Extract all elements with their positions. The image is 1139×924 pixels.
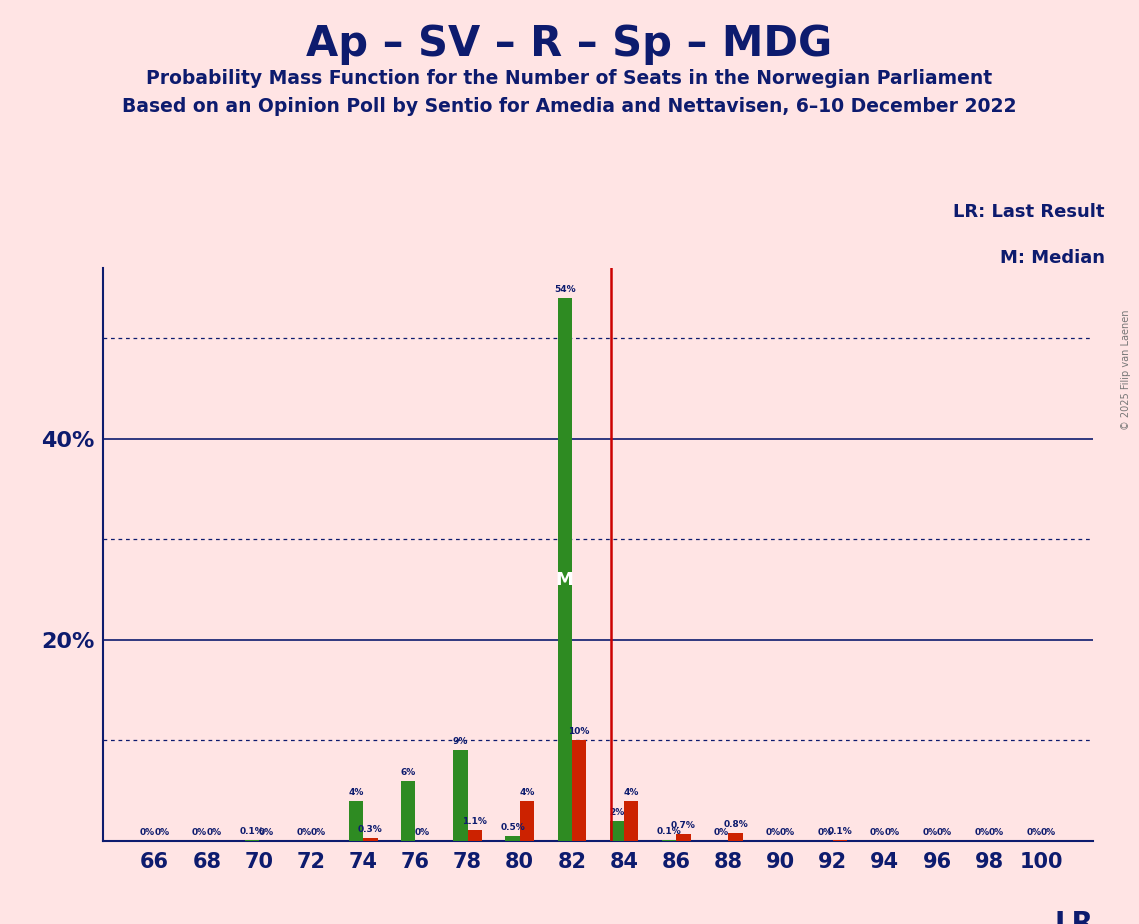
Text: 4%: 4% (349, 787, 363, 796)
Text: 54%: 54% (554, 286, 575, 294)
Bar (349, 800, 363, 841)
Text: 9%: 9% (452, 737, 468, 747)
Bar (624, 800, 638, 841)
Text: 4%: 4% (623, 787, 639, 796)
Bar (572, 740, 587, 841)
Text: 0.5%: 0.5% (500, 822, 525, 832)
Text: Based on an Opinion Poll by Sentio for Amedia and Nettavisen, 6–10 December 2022: Based on an Opinion Poll by Sentio for A… (122, 97, 1017, 116)
Text: Ap – SV – R – Sp – MDG: Ap – SV – R – Sp – MDG (306, 23, 833, 65)
Text: 0%: 0% (989, 828, 1003, 837)
Bar (506, 836, 519, 841)
Text: 0%: 0% (259, 828, 273, 837)
Bar (728, 833, 743, 841)
Bar (401, 781, 416, 841)
Text: 0%: 0% (765, 828, 781, 837)
Text: 0.1%: 0.1% (657, 827, 681, 836)
Text: 0%: 0% (311, 828, 326, 837)
Text: 0.8%: 0.8% (723, 820, 748, 829)
Text: 0%: 0% (884, 828, 900, 837)
Text: 0%: 0% (415, 828, 431, 837)
Text: 0.1%: 0.1% (827, 827, 852, 836)
Text: 1.1%: 1.1% (462, 817, 487, 826)
Bar (245, 840, 259, 841)
Bar (519, 800, 534, 841)
Text: © 2025 Filip van Laenen: © 2025 Filip van Laenen (1121, 310, 1131, 430)
Text: 2%: 2% (609, 808, 624, 817)
Text: Probability Mass Function for the Number of Seats in the Norwegian Parliament: Probability Mass Function for the Number… (147, 69, 992, 89)
Text: 4%: 4% (519, 787, 534, 796)
Bar (677, 833, 690, 841)
Text: 0%: 0% (206, 828, 222, 837)
Text: 0%: 0% (1041, 828, 1056, 837)
Text: LR: Last Result: LR: Last Result (953, 203, 1105, 221)
Bar (468, 830, 482, 841)
Text: M: Median: M: Median (1000, 249, 1105, 267)
Text: 0%: 0% (154, 828, 170, 837)
Text: 6%: 6% (401, 768, 416, 776)
Text: 0%: 0% (974, 828, 990, 837)
Text: 10%: 10% (568, 727, 590, 736)
Bar (363, 838, 378, 841)
Text: 0%: 0% (818, 828, 833, 837)
Text: 0.3%: 0.3% (358, 825, 383, 833)
Text: 0%: 0% (1026, 828, 1042, 837)
Text: 0%: 0% (870, 828, 885, 837)
Text: 0%: 0% (192, 828, 207, 837)
Text: 0.1%: 0.1% (239, 827, 264, 836)
Bar (558, 298, 572, 841)
Text: LR: LR (1055, 909, 1093, 924)
Bar (453, 750, 468, 841)
Bar (833, 840, 847, 841)
Text: 0.7%: 0.7% (671, 821, 696, 830)
Bar (662, 840, 677, 841)
Text: 0%: 0% (714, 828, 729, 837)
Text: M: M (556, 570, 574, 589)
Text: 0%: 0% (780, 828, 795, 837)
Text: 0%: 0% (936, 828, 952, 837)
Text: 0%: 0% (923, 828, 937, 837)
Text: 0%: 0% (140, 828, 155, 837)
Bar (609, 821, 624, 841)
Text: 0%: 0% (296, 828, 312, 837)
